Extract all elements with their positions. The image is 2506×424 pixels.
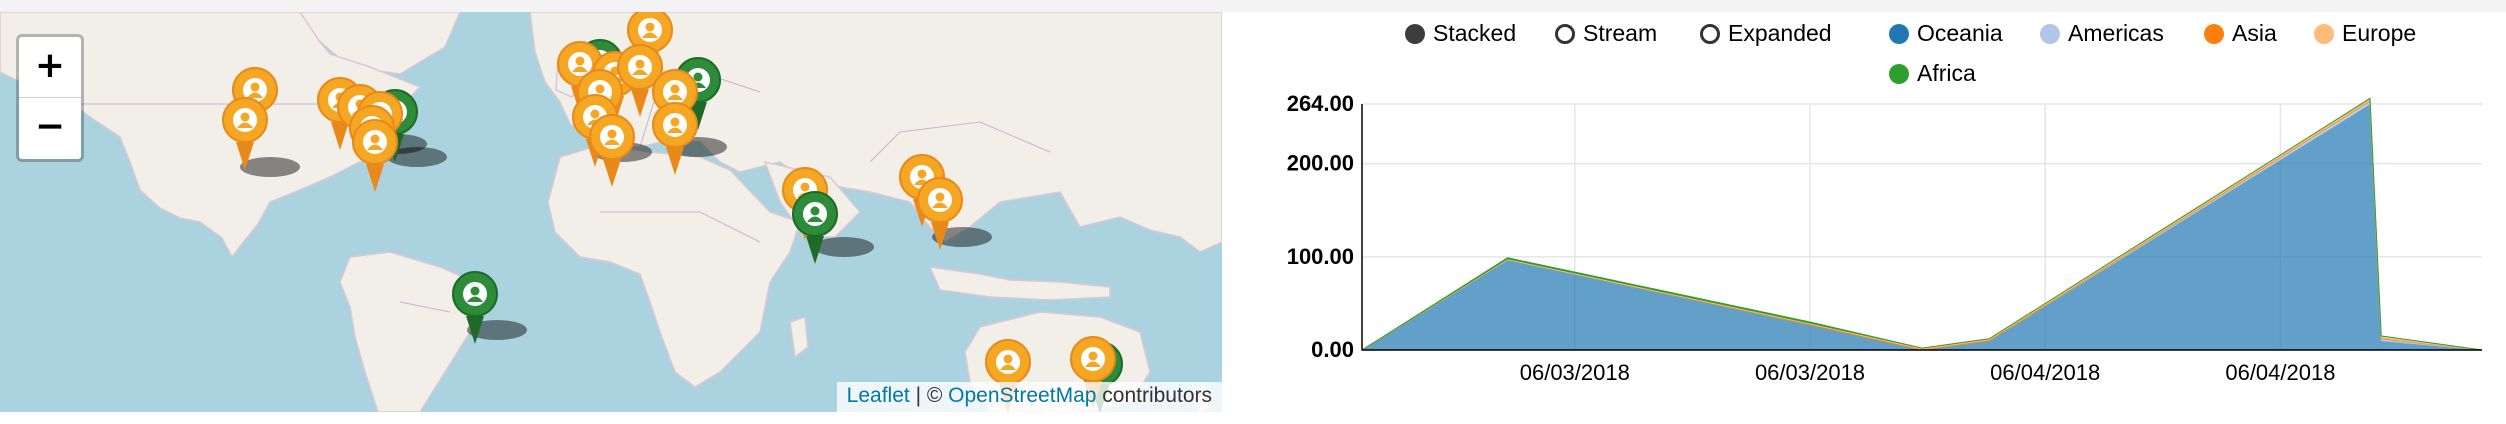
radio-empty-icon	[1555, 23, 1575, 44]
legend-africa[interactable]: Africa	[1889, 60, 1976, 87]
x-tick-label: 06/03/2018	[1755, 360, 1865, 385]
legend-label: Stacked	[1433, 20, 1517, 46]
chart-plot: 264.00 200.00 100.00 0.00 06/03/2018 06/03/20…	[1287, 91, 2483, 385]
y-tick-label: 200.00	[1287, 151, 1354, 176]
legend-stacked[interactable]: Stacked	[1405, 20, 1516, 47]
series-dot-icon	[2314, 23, 2334, 44]
legend-europe[interactable]: Europe	[2314, 20, 2416, 47]
x-tick-label: 06/04/2018	[2225, 360, 2335, 385]
series-dot-icon	[1889, 23, 1909, 44]
madagascar	[789, 315, 809, 359]
map-tiles	[0, 12, 1222, 412]
top-bar	[0, 0, 2506, 12]
radio-empty-icon	[1700, 23, 1720, 44]
series-dot-icon	[2040, 23, 2060, 44]
legend-label: Asia	[2232, 20, 2277, 46]
x-tick-label: 06/03/2018	[1520, 360, 1630, 385]
world-map[interactable]: + − Leaflet | © OpenStreetMap contributo…	[0, 12, 1222, 412]
radio-filled-icon	[1405, 23, 1425, 44]
legend-label: Oceania	[1917, 20, 2003, 46]
north-america	[0, 12, 422, 259]
leaflet-link[interactable]: Leaflet	[846, 384, 910, 407]
y-tick-label: 100.00	[1287, 244, 1354, 269]
africa	[547, 144, 801, 388]
legend-label: Americas	[2068, 20, 2164, 46]
legend-label: Expanded	[1728, 20, 1832, 46]
stacked-area-chart: Stacked Stream Expanded Oceania Americas…	[1222, 12, 2506, 424]
attribution-suffix: contributors	[1096, 384, 1212, 407]
series-dot-icon	[1889, 63, 1909, 84]
attribution-separator: | ©	[909, 384, 949, 407]
zoom-in-button[interactable]: +	[19, 37, 81, 98]
zoom-control: + −	[16, 34, 84, 162]
legend-expanded[interactable]: Expanded	[1700, 20, 1832, 47]
legend-label: Europe	[2342, 20, 2417, 46]
legend-label: Africa	[1917, 60, 1976, 86]
indonesia	[928, 266, 1111, 301]
legend-stream[interactable]: Stream	[1555, 20, 1657, 47]
legend-americas[interactable]: Americas	[2040, 20, 2164, 47]
y-tick-label: 264.00	[1287, 91, 1354, 116]
legend-asia[interactable]: Asia	[2204, 20, 2277, 47]
area-series-oceania	[1360, 103, 2483, 351]
map-attribution: Leaflet | © OpenStreetMap contributors	[836, 382, 1222, 412]
zoom-out-button[interactable]: −	[34, 106, 66, 147]
legend-oceania[interactable]: Oceania	[1889, 20, 2003, 47]
openstreetmap-link[interactable]: OpenStreetMap	[948, 384, 1097, 407]
legend-label: Stream	[1583, 20, 1658, 46]
x-tick-label: 06/04/2018	[1990, 360, 2100, 385]
series-dot-icon	[2204, 23, 2224, 44]
y-tick-label: 0.00	[1311, 337, 1354, 362]
